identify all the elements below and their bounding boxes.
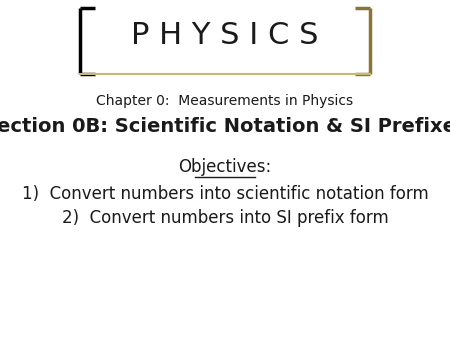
Text: Section 0B: Scientific Notation & SI Prefixes: Section 0B: Scientific Notation & SI Pre… [0, 117, 450, 136]
Text: 1)  Convert numbers into scientific notation form: 1) Convert numbers into scientific notat… [22, 185, 428, 203]
Text: P H Y S I C S: P H Y S I C S [131, 21, 319, 50]
Text: Chapter 0:  Measurements in Physics: Chapter 0: Measurements in Physics [96, 94, 354, 108]
Text: Objectives:: Objectives: [178, 158, 272, 176]
Text: 2)  Convert numbers into SI prefix form: 2) Convert numbers into SI prefix form [62, 209, 388, 227]
